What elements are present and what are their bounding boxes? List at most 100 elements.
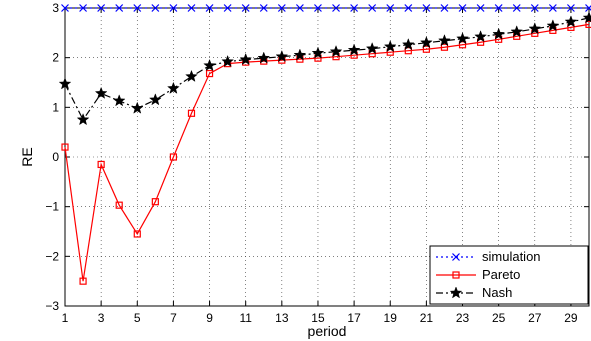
data-point <box>76 113 90 126</box>
data-point <box>530 4 539 12</box>
data-point <box>205 69 214 78</box>
y-tick-label: 1 <box>52 100 59 114</box>
data-point <box>401 38 415 51</box>
legend-label-pareto: Pareto <box>482 267 520 282</box>
y-tick-label: −3 <box>45 299 59 313</box>
data-point <box>458 4 467 12</box>
data-point <box>151 198 159 206</box>
x-tick-label: 7 <box>170 311 177 325</box>
data-point <box>205 4 214 12</box>
x-tick-label: 29 <box>564 311 578 325</box>
y-tick-label: −1 <box>45 200 59 214</box>
x-tick-label: 5 <box>134 311 141 325</box>
data-point <box>185 69 198 82</box>
data-point <box>221 54 235 68</box>
data-point <box>203 58 216 72</box>
data-point <box>456 32 469 45</box>
data-point <box>510 25 524 38</box>
data-point <box>368 4 377 12</box>
data-point <box>169 4 178 12</box>
data-point <box>169 153 178 161</box>
data-point <box>383 40 397 53</box>
data-point <box>259 4 268 12</box>
series-simulation <box>61 4 591 12</box>
x-tick-label: 15 <box>311 311 325 325</box>
data-point <box>79 277 87 285</box>
legend-marker <box>452 253 460 261</box>
data-point <box>404 4 413 12</box>
data-point <box>314 4 322 12</box>
data-point <box>187 109 196 117</box>
data-point <box>239 52 253 66</box>
legend: simulation Pareto Nash <box>429 245 589 305</box>
data-point <box>329 44 343 58</box>
data-point <box>94 86 108 99</box>
x-tick-label: 23 <box>456 311 470 325</box>
legend-label-nash: Nash <box>482 285 512 300</box>
data-point <box>112 94 126 107</box>
data-point <box>440 4 449 12</box>
data-point <box>151 4 160 12</box>
legend-marker <box>452 271 460 279</box>
data-point <box>187 4 196 12</box>
data-point <box>332 4 340 12</box>
data-point <box>365 42 379 55</box>
y-tick-label: 2 <box>52 51 59 65</box>
data-point <box>241 4 250 12</box>
data-point <box>438 34 451 47</box>
y-tick-label: 0 <box>52 150 59 164</box>
data-point <box>528 22 542 35</box>
data-point <box>548 4 557 12</box>
data-point <box>311 46 325 59</box>
x-tick-label: 27 <box>528 311 542 325</box>
x-tick-label: 21 <box>420 311 434 325</box>
data-point <box>582 11 591 24</box>
data-point <box>79 4 87 12</box>
x-tick-label: 19 <box>384 311 398 325</box>
data-point <box>512 4 521 12</box>
data-point <box>564 15 578 28</box>
data-point <box>148 93 162 106</box>
series-nash <box>58 11 591 126</box>
legend-marker <box>449 286 463 299</box>
data-point <box>293 48 307 61</box>
data-point <box>115 4 124 12</box>
y-tick-label: −2 <box>45 249 59 263</box>
data-point <box>347 43 361 56</box>
data-point <box>61 4 69 12</box>
data-point <box>277 4 286 12</box>
data-point <box>476 4 485 12</box>
data-point <box>546 19 560 32</box>
data-point <box>494 4 503 12</box>
legend-label-simulation: simulation <box>482 249 541 264</box>
x-axis-label: period <box>308 323 347 339</box>
data-point <box>585 4 591 12</box>
x-tick-label: 13 <box>275 311 289 325</box>
data-point <box>275 49 289 63</box>
data-point <box>167 81 180 94</box>
data-point <box>422 45 430 53</box>
x-tick-label: 9 <box>206 311 213 325</box>
data-point <box>585 20 591 28</box>
data-point <box>130 101 144 114</box>
data-point <box>97 160 105 169</box>
data-point <box>133 4 142 12</box>
data-point <box>61 143 69 151</box>
data-point <box>386 4 395 12</box>
series-group <box>58 4 591 285</box>
data-point <box>257 51 271 64</box>
data-point <box>133 230 141 238</box>
data-point <box>419 36 433 49</box>
x-tick-label: 3 <box>98 311 105 325</box>
x-tick-label: 17 <box>347 311 361 325</box>
data-point <box>458 41 467 49</box>
data-point <box>58 77 72 90</box>
x-tick-label: 11 <box>239 311 252 325</box>
data-point <box>223 4 232 12</box>
x-tick-label: 1 <box>62 311 69 325</box>
data-point <box>115 201 123 209</box>
data-point <box>567 4 575 12</box>
data-point <box>422 4 431 12</box>
